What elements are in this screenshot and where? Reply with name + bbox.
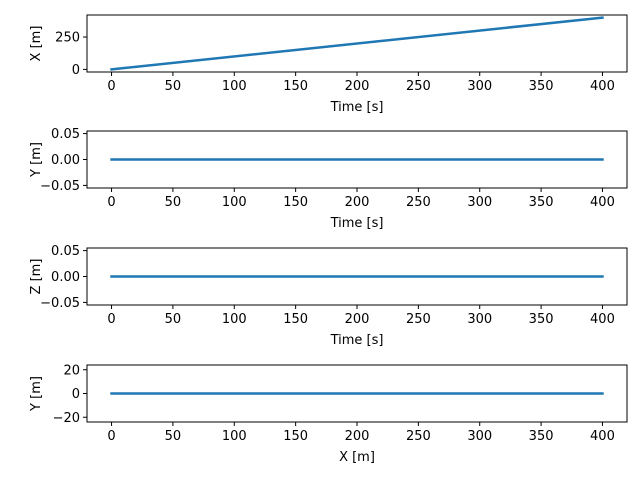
x-tick-label: 200: [345, 195, 370, 210]
x-tick-label: 250: [406, 195, 431, 210]
x-tick-label: 150: [283, 429, 308, 444]
x-tick-label: 350: [529, 312, 554, 327]
x-axis-label: Time [s]: [330, 216, 384, 231]
y-tick-label: 250: [55, 31, 80, 46]
y-tick-label: −0.05: [40, 296, 80, 311]
x-tick-label: 200: [345, 79, 370, 94]
y-tick-label: 0: [72, 387, 80, 402]
x-tick-label: 50: [165, 79, 182, 94]
x-tick-label: 250: [406, 429, 431, 444]
subplot-3: 0 50 100 150 200 250 300 350 400 −0.05 0.00 0.05 Tim…: [29, 244, 628, 348]
x-axis-label: Time [s]: [330, 100, 384, 115]
y-tick-label: 0.05: [51, 244, 80, 259]
y-tick-label: −20: [53, 411, 80, 426]
x-tick-label: 300: [467, 195, 492, 210]
y-axis-label: X [m]: [29, 26, 44, 62]
x-tick-label: 200: [345, 429, 370, 444]
x-tick-label: 150: [283, 195, 308, 210]
y-axis-label: Y [m]: [29, 142, 44, 178]
y-axis-label: Y [m]: [29, 376, 44, 412]
x-tick-label: 300: [467, 312, 492, 327]
x-axis-label: Time [s]: [330, 333, 384, 348]
x-tick-label: 250: [406, 312, 431, 327]
x-tick-label: 50: [165, 195, 182, 210]
x-tick-label: 350: [529, 195, 554, 210]
x-tick-label: 150: [283, 312, 308, 327]
y-tick-label: 0: [72, 63, 80, 78]
x-tick-label: 50: [165, 429, 182, 444]
series-line-1: [110, 16, 604, 71]
y-tick-label: −0.05: [40, 179, 80, 194]
y-tick-label: 0.00: [51, 153, 80, 168]
x-tick-label: 300: [467, 429, 492, 444]
x-tick-label: 250: [406, 79, 431, 94]
y-tick-label: 0.00: [51, 270, 80, 285]
x-tick-label: 200: [345, 312, 370, 327]
y-tick-label: 0.05: [51, 127, 80, 142]
x-tick-label: 400: [590, 312, 615, 327]
subplot-1: 0 50 100 150 200 250 300 350 400 0 250 Time [s] X [m…: [29, 14, 628, 115]
subplot-2: 0 50 100 150 200 250 300 350 400 −0.05 0.00 0.05 Tim…: [29, 127, 628, 231]
x-tick-label: 100: [222, 312, 247, 327]
x-tick-label: 0: [107, 195, 115, 210]
x-tick-label: 350: [529, 79, 554, 94]
x-tick-label: 100: [222, 429, 247, 444]
x-tick-label: 150: [283, 79, 308, 94]
x-tick-label: 100: [222, 79, 247, 94]
x-tick-label: 350: [529, 429, 554, 444]
subplot-4: 0 50 100 150 200 250 300 350 400 −20 0 20 X [m] Y [m]: [29, 363, 628, 465]
x-tick-label: 0: [107, 79, 115, 94]
x-tick-label: 400: [590, 429, 615, 444]
x-tick-label: 400: [590, 195, 615, 210]
x-tick-label: 400: [590, 79, 615, 94]
x-axis-label: X [m]: [339, 450, 375, 465]
x-tick-label: 0: [107, 312, 115, 327]
x-tick-label: 300: [467, 79, 492, 94]
y-tick-label: 20: [63, 363, 80, 378]
x-tick-label: 0: [107, 429, 115, 444]
x-tick-label: 50: [165, 312, 182, 327]
x-tick-label: 100: [222, 195, 247, 210]
y-axis-label: Z [m]: [29, 259, 44, 295]
